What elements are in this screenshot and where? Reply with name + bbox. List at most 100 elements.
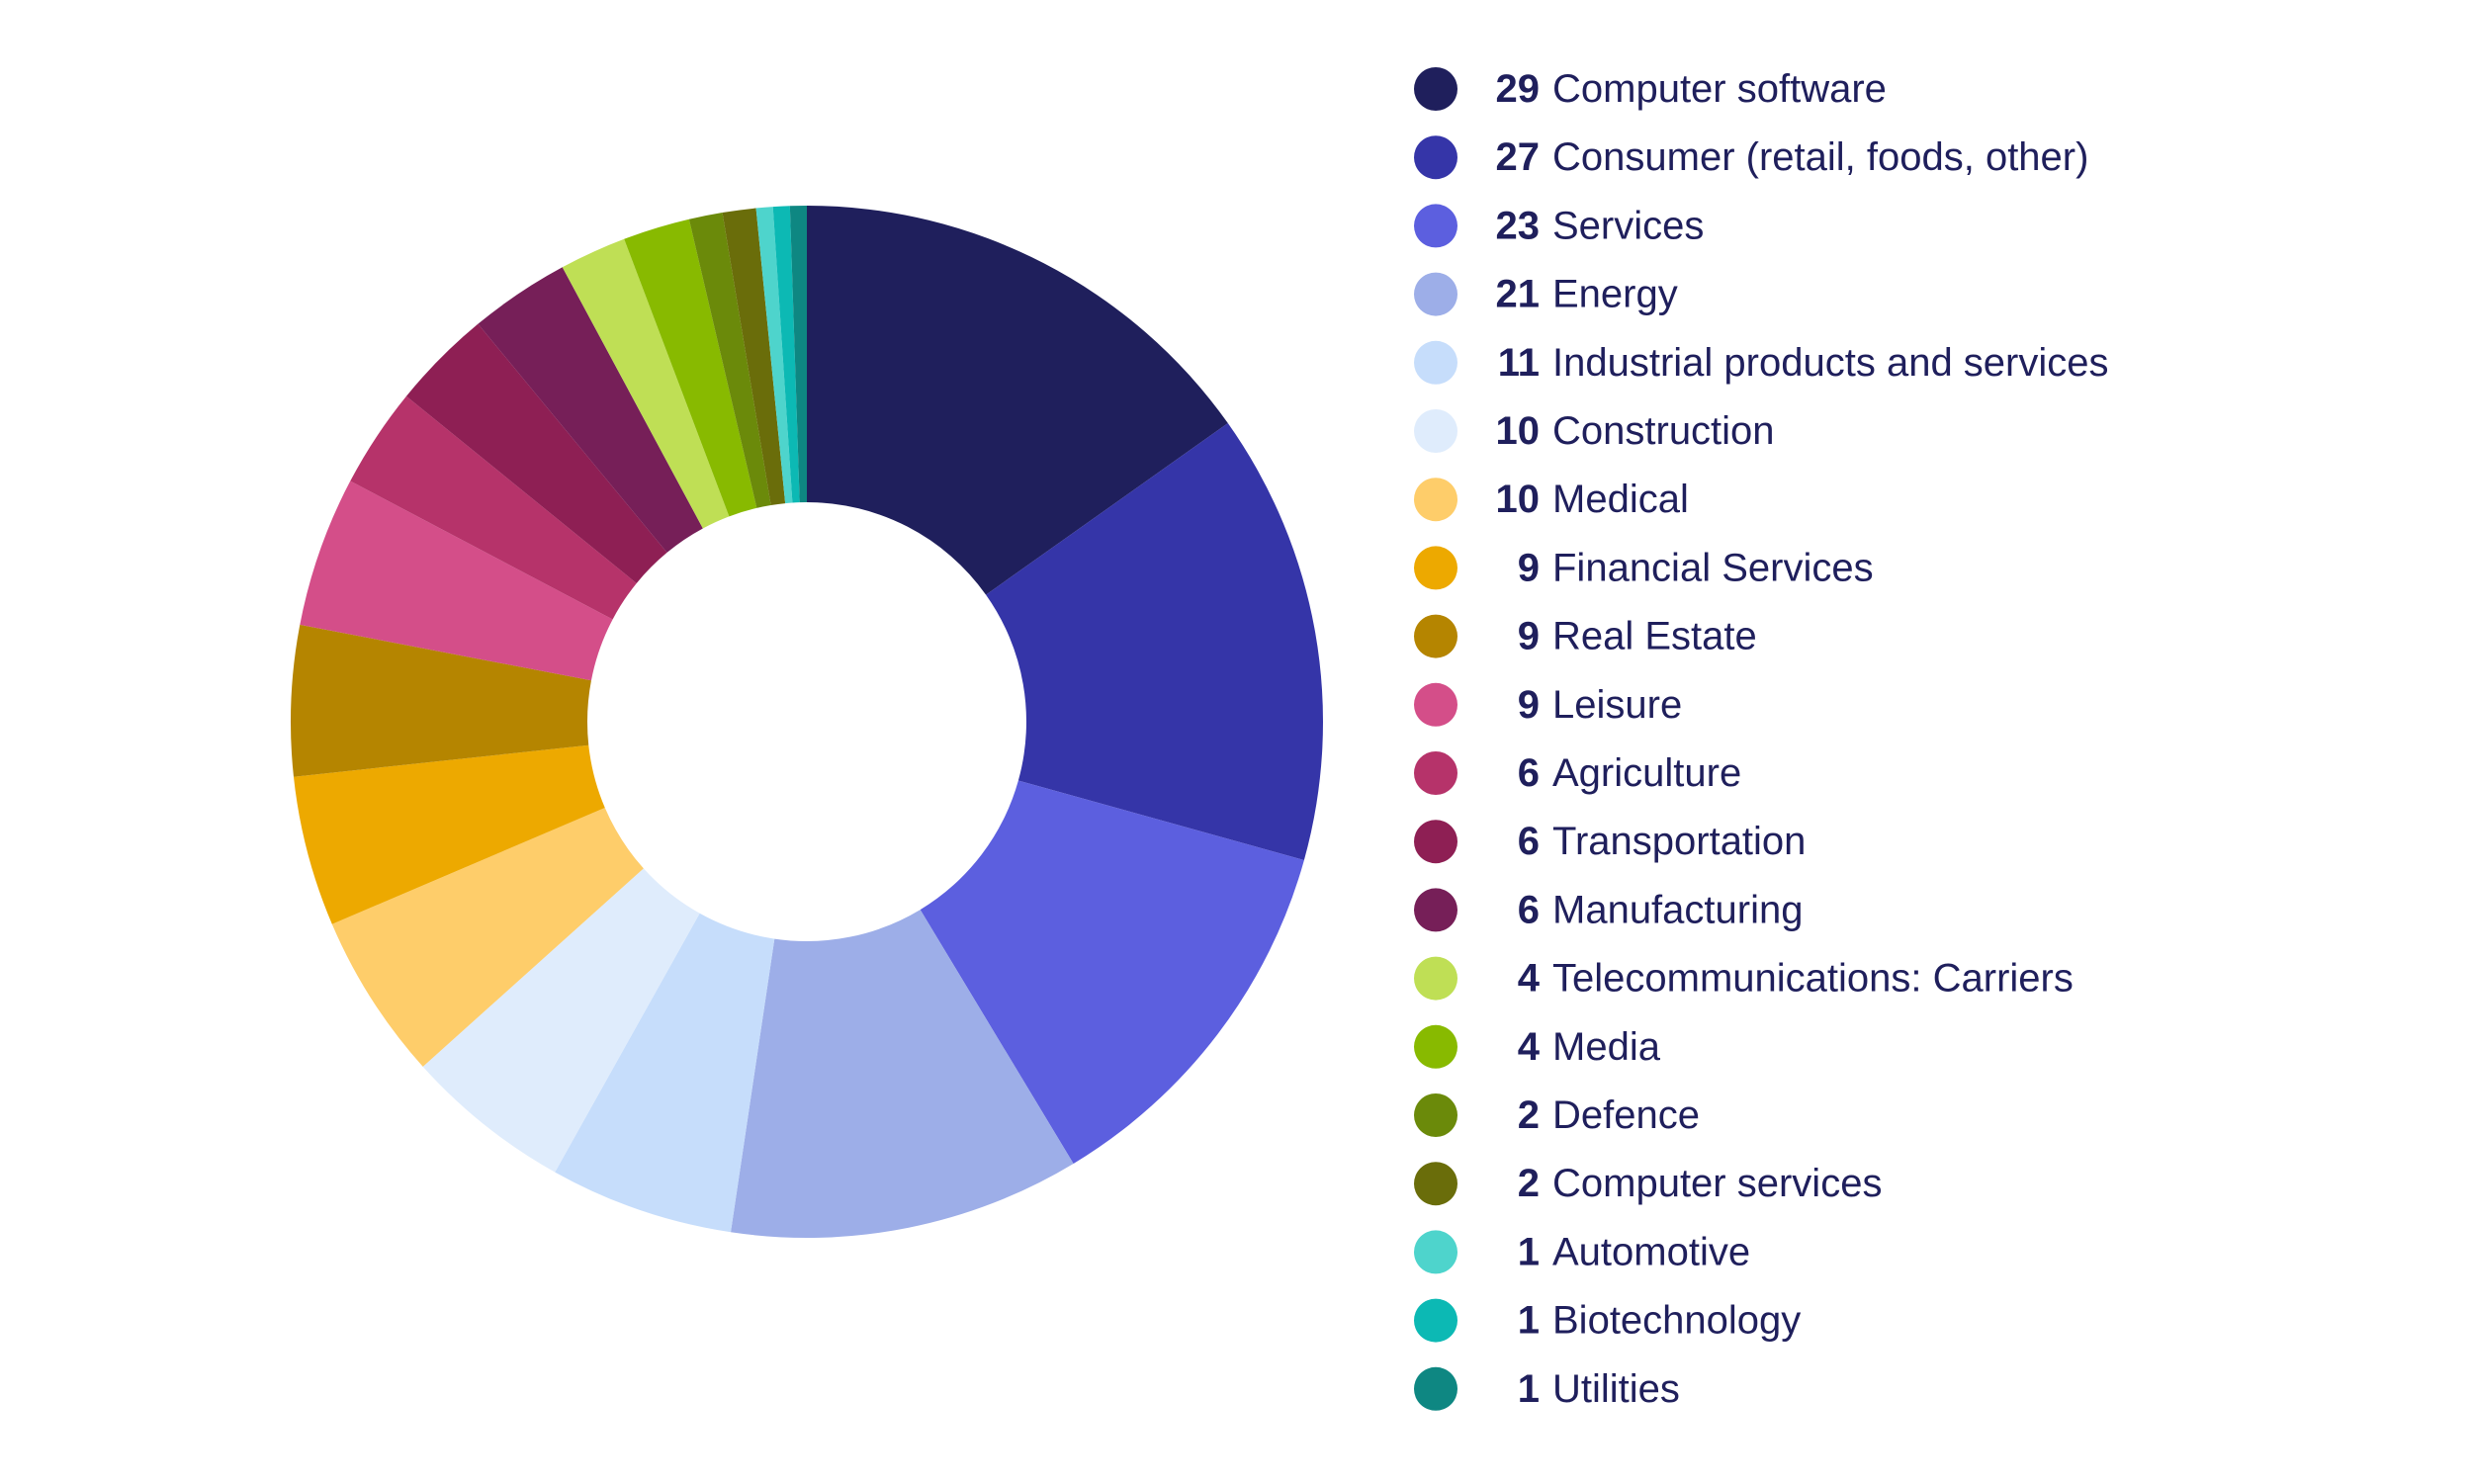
legend-value: 2	[1518, 1162, 1540, 1205]
legend-item-media: 4 Media	[1414, 1024, 1661, 1069]
legend-value: 6	[1518, 820, 1540, 863]
legend-item-medical: 10 Medical	[1414, 478, 1689, 522]
slice-biotechnology	[772, 206, 800, 503]
legend-item-transportation: 6 Transportation	[1414, 820, 1806, 864]
legend-label: Agriculture	[1552, 751, 1741, 795]
legend-swatch	[1414, 340, 1457, 385]
slice-energy	[731, 910, 1074, 1238]
slice-consumer-retail-foods-other	[986, 423, 1323, 860]
legend-value: 1	[1518, 1367, 1540, 1411]
donut-slices	[290, 206, 1323, 1238]
slice-computer-software	[807, 206, 1228, 595]
legend-swatch	[1414, 409, 1457, 453]
slice-automotive	[755, 207, 793, 504]
legend-item-automotive: 1 Automotive	[1414, 1230, 1750, 1274]
slice-construction	[422, 868, 700, 1173]
legend-label: Real Estate	[1552, 615, 1757, 658]
slice-services	[920, 780, 1304, 1164]
legend-label: Computer software	[1552, 67, 1887, 111]
legend-item-computer-software: 29 Computer software	[1414, 67, 1887, 111]
legend-item-consumer-retail-foods-other: 27 Consumer (retail, foods, other)	[1414, 135, 2088, 180]
legend-label: Financial Services	[1552, 546, 1874, 589]
legend-item-biotechnology: 1 Biotechnology	[1414, 1298, 1801, 1343]
legend-label: Media	[1552, 1025, 1661, 1069]
legend-swatch	[1414, 546, 1457, 590]
legend-value: 11	[1498, 341, 1540, 385]
slice-medical	[331, 808, 644, 1067]
legend-value: 9	[1518, 615, 1540, 658]
slice-financial-services	[293, 744, 605, 924]
legend-swatch	[1414, 888, 1457, 932]
slice-computer-services	[722, 208, 786, 506]
legend-item-construction: 10 Construction	[1414, 409, 1775, 453]
legend-swatch	[1414, 272, 1457, 316]
legend-label: Telecommunications: Carriers	[1552, 957, 2074, 1001]
legend-value: 4	[1518, 1025, 1541, 1069]
legend-label: Leisure	[1552, 683, 1682, 727]
slice-utilities	[789, 206, 807, 503]
legend-label: Transportation	[1552, 820, 1806, 863]
legend-label: Construction	[1552, 409, 1775, 453]
slice-real-estate	[290, 624, 591, 777]
legend-item-computer-services: 2 Computer services	[1414, 1162, 1882, 1206]
legend-value: 6	[1518, 888, 1540, 931]
legend-swatch	[1414, 751, 1457, 795]
legend-swatch	[1414, 67, 1457, 111]
slice-agriculture	[350, 395, 637, 620]
legend-label: Services	[1552, 204, 1704, 247]
legend-swatch	[1414, 1366, 1457, 1411]
slice-telecommunications-carriers	[562, 238, 730, 529]
legend-value: 10	[1496, 409, 1541, 453]
legend-swatch	[1414, 204, 1457, 248]
slice-media	[624, 218, 757, 517]
legend-swatch	[1414, 478, 1457, 522]
legend-label: Medical	[1552, 478, 1689, 521]
legend-value: 6	[1518, 751, 1540, 795]
legend-label: Energy	[1552, 273, 1678, 316]
legend-value: 1	[1518, 1299, 1540, 1343]
legend-item-agriculture: 6 Agriculture	[1414, 751, 1741, 795]
legend-swatch	[1414, 1024, 1457, 1069]
legend-swatch	[1414, 614, 1457, 658]
legend-label: Biotechnology	[1552, 1299, 1801, 1343]
legend-swatch	[1414, 956, 1457, 1001]
slice-manufacturing	[478, 267, 703, 553]
slice-leisure	[300, 480, 613, 681]
legend-swatch	[1414, 1093, 1457, 1137]
legend-label: Utilities	[1552, 1367, 1680, 1411]
legend-label: Consumer (retail, foods, other)	[1552, 135, 2088, 179]
legend-swatch	[1414, 1230, 1457, 1274]
legend-item-industrial-products-and-services: 11 Industrial products and services	[1414, 340, 2109, 385]
slice-industrial-products-and-services	[555, 913, 775, 1233]
legend-item-utilities: 1 Utilities	[1414, 1366, 1680, 1411]
slice-transportation	[405, 323, 667, 583]
legend-label: Computer services	[1552, 1162, 1882, 1205]
legend-value: 29	[1496, 67, 1541, 111]
legend-value: 10	[1496, 478, 1541, 521]
legend-value: 9	[1518, 683, 1540, 727]
legend-swatch	[1414, 820, 1457, 864]
legend-value: 9	[1518, 546, 1540, 589]
slice-defence	[688, 213, 771, 508]
legend-swatch	[1414, 1298, 1457, 1343]
legend-value: 27	[1496, 135, 1541, 179]
legend-label: Industrial products and services	[1552, 341, 2109, 385]
legend-item-services: 23 Services	[1414, 204, 1704, 248]
legend-value: 21	[1496, 273, 1541, 316]
legend-item-financial-services: 9 Financial Services	[1414, 546, 1874, 590]
legend-label: Manufacturing	[1552, 888, 1803, 931]
legend-value: 4	[1518, 957, 1541, 1001]
legend-swatch	[1414, 135, 1457, 180]
legend-item-energy: 21 Energy	[1414, 272, 1678, 316]
legend-value: 1	[1518, 1230, 1540, 1273]
legend-item-manufacturing: 6 Manufacturing	[1414, 888, 1803, 932]
legend-value: 23	[1496, 204, 1541, 247]
legend-item-real-estate: 9 Real Estate	[1414, 614, 1757, 658]
legend-label: Automotive	[1552, 1230, 1750, 1273]
legend-item-leisure: 9 Leisure	[1414, 682, 1682, 727]
legend-label: Defence	[1552, 1093, 1700, 1137]
legend-swatch	[1414, 682, 1457, 727]
legend-value: 2	[1518, 1093, 1540, 1137]
